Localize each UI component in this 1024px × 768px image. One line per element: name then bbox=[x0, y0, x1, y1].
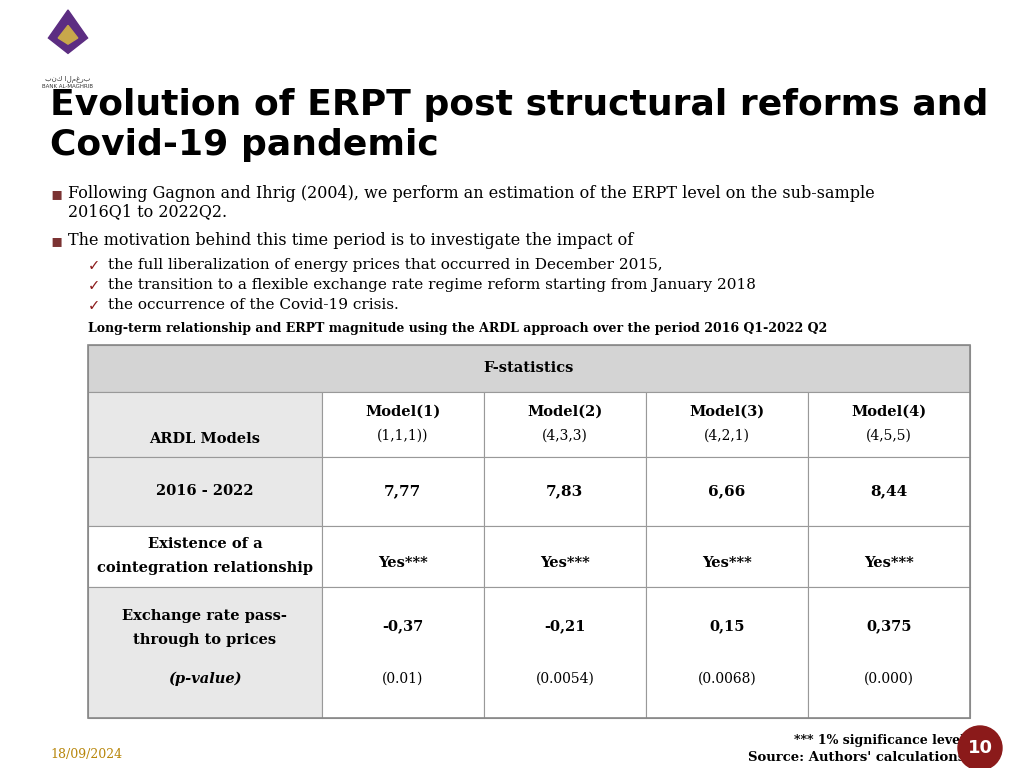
Text: -0,21: -0,21 bbox=[544, 620, 586, 634]
Text: the transition to a flexible exchange rate regime reform starting from January 2: the transition to a flexible exchange ra… bbox=[108, 278, 756, 292]
FancyBboxPatch shape bbox=[88, 345, 970, 392]
Circle shape bbox=[958, 726, 1002, 768]
Text: The motivation behind this time period is to investigate the impact of: The motivation behind this time period i… bbox=[68, 232, 633, 249]
Text: Exchange rate pass-: Exchange rate pass- bbox=[123, 609, 288, 623]
FancyBboxPatch shape bbox=[808, 526, 970, 588]
FancyBboxPatch shape bbox=[88, 588, 322, 718]
Text: *** 1% significance level: *** 1% significance level bbox=[795, 734, 965, 747]
Text: the occurrence of the Covid-19 crisis.: the occurrence of the Covid-19 crisis. bbox=[108, 298, 398, 312]
Text: 6,66: 6,66 bbox=[709, 485, 745, 498]
Text: Model(4): Model(4) bbox=[851, 404, 927, 419]
Text: ARDL Models: ARDL Models bbox=[150, 432, 260, 445]
Text: (0.000): (0.000) bbox=[864, 672, 914, 686]
Text: Following Gagnon and Ihrig (2004), we perform an estimation of the ERPT level on: Following Gagnon and Ihrig (2004), we pe… bbox=[68, 185, 874, 202]
Polygon shape bbox=[48, 10, 88, 54]
Text: Source: Authors' calculations: Source: Authors' calculations bbox=[748, 751, 965, 764]
FancyBboxPatch shape bbox=[322, 457, 483, 526]
Text: through to prices: through to prices bbox=[133, 633, 276, 647]
Text: Model(3): Model(3) bbox=[689, 404, 765, 419]
Text: Yes***: Yes*** bbox=[378, 556, 428, 570]
FancyBboxPatch shape bbox=[483, 588, 646, 718]
FancyBboxPatch shape bbox=[483, 457, 646, 526]
Text: 18/09/2024: 18/09/2024 bbox=[50, 748, 122, 761]
Text: (0.01): (0.01) bbox=[382, 672, 424, 686]
FancyBboxPatch shape bbox=[483, 526, 646, 588]
Text: Yes***: Yes*** bbox=[702, 556, 752, 570]
Text: ✓: ✓ bbox=[88, 278, 100, 293]
Text: (1,1,1)): (1,1,1)) bbox=[377, 429, 428, 443]
Text: Evolution of ERPT post structural reforms and: Evolution of ERPT post structural reform… bbox=[50, 88, 988, 122]
Text: Long-term relationship and ERPT magnitude using the ARDL approach over the perio: Long-term relationship and ERPT magnitud… bbox=[88, 322, 827, 335]
Text: Model(2): Model(2) bbox=[527, 404, 602, 419]
Text: 7,83: 7,83 bbox=[546, 485, 584, 498]
FancyBboxPatch shape bbox=[88, 526, 322, 588]
Text: ▪: ▪ bbox=[50, 185, 62, 203]
Text: (4,2,1): (4,2,1) bbox=[703, 429, 750, 443]
FancyBboxPatch shape bbox=[808, 457, 970, 526]
Text: (p-value): (p-value) bbox=[168, 672, 242, 686]
Text: F-statistics: F-statistics bbox=[483, 361, 574, 376]
Text: Covid-19 pandemic: Covid-19 pandemic bbox=[50, 128, 438, 162]
Text: بنك المغرب: بنك المغرب bbox=[45, 76, 91, 83]
Text: 10: 10 bbox=[968, 739, 992, 757]
FancyBboxPatch shape bbox=[322, 526, 483, 588]
Text: ▪: ▪ bbox=[50, 232, 62, 250]
Text: 0,15: 0,15 bbox=[710, 620, 744, 634]
FancyBboxPatch shape bbox=[646, 588, 808, 718]
FancyBboxPatch shape bbox=[322, 588, 483, 718]
Text: (4,5,5): (4,5,5) bbox=[866, 429, 912, 443]
Text: Existence of a: Existence of a bbox=[147, 538, 262, 551]
Text: 8,44: 8,44 bbox=[870, 485, 907, 498]
FancyBboxPatch shape bbox=[808, 588, 970, 718]
Text: (4,3,3): (4,3,3) bbox=[542, 429, 588, 443]
Text: cointegration relationship: cointegration relationship bbox=[97, 561, 313, 574]
Text: 0,375: 0,375 bbox=[866, 620, 911, 634]
Text: 2016 - 2022: 2016 - 2022 bbox=[156, 485, 254, 498]
FancyBboxPatch shape bbox=[808, 392, 970, 457]
FancyBboxPatch shape bbox=[483, 392, 646, 457]
FancyBboxPatch shape bbox=[322, 392, 483, 457]
Text: Yes***: Yes*** bbox=[540, 556, 590, 570]
Text: ✓: ✓ bbox=[88, 298, 100, 313]
Text: (0.0068): (0.0068) bbox=[697, 672, 757, 686]
Text: BANK AL-MAGHRIB: BANK AL-MAGHRIB bbox=[43, 84, 93, 89]
Text: -0,37: -0,37 bbox=[382, 620, 423, 634]
Text: Yes***: Yes*** bbox=[864, 556, 913, 570]
FancyBboxPatch shape bbox=[88, 457, 322, 526]
FancyBboxPatch shape bbox=[646, 392, 808, 457]
FancyBboxPatch shape bbox=[88, 392, 322, 457]
Text: ✓: ✓ bbox=[88, 258, 100, 273]
Text: 7,77: 7,77 bbox=[384, 485, 422, 498]
FancyBboxPatch shape bbox=[646, 457, 808, 526]
Text: the full liberalization of energy prices that occurred in December 2015,: the full liberalization of energy prices… bbox=[108, 258, 663, 272]
Polygon shape bbox=[58, 25, 78, 44]
Text: 2016Q1 to 2022Q2.: 2016Q1 to 2022Q2. bbox=[68, 203, 227, 220]
FancyBboxPatch shape bbox=[646, 526, 808, 588]
Text: Model(1): Model(1) bbox=[366, 404, 440, 419]
Text: (0.0054): (0.0054) bbox=[536, 672, 594, 686]
